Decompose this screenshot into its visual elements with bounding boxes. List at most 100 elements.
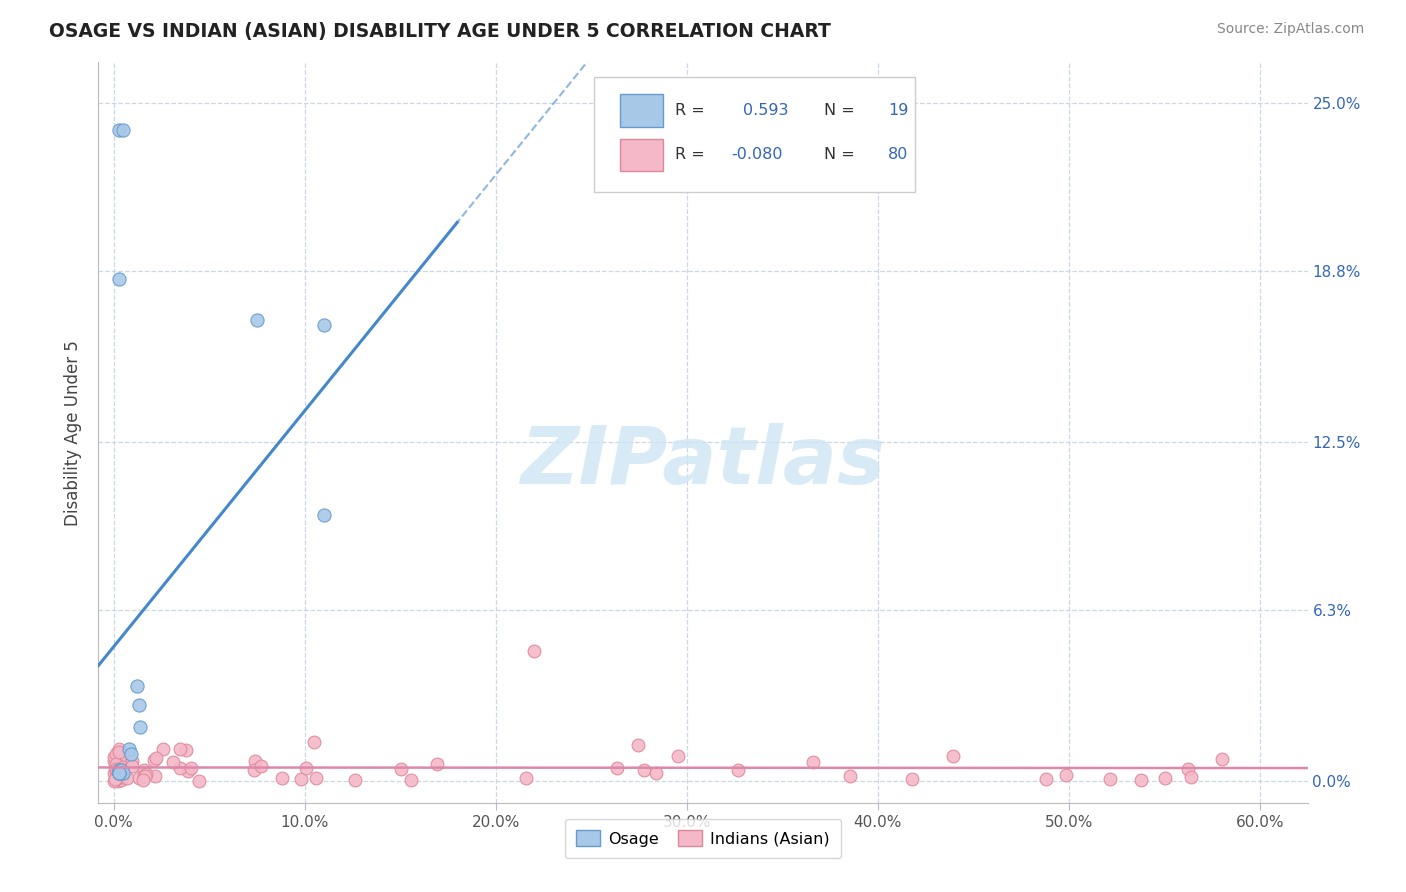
Point (1099, 772, 1122, 786)
Point (169, 761, 191, 775)
Point (112, 123, 135, 137)
Point (626, 738, 648, 752)
Point (111, 770, 134, 784)
FancyBboxPatch shape (620, 138, 664, 171)
Point (110, 766, 132, 780)
Point (104, 762, 127, 776)
Point (389, 762, 412, 776)
Point (162, 756, 184, 770)
Point (108, 766, 131, 780)
Point (108, 766, 131, 780)
Point (108, 123, 131, 137)
Point (107, 760, 129, 774)
Point (110, 764, 132, 778)
Point (108, 766, 131, 780)
Point (152, 741, 174, 756)
Point (901, 772, 924, 786)
Point (104, 756, 127, 771)
Text: ZIPatlas: ZIPatlas (520, 423, 886, 501)
Point (103, 766, 125, 780)
Point (121, 759, 143, 773)
Point (801, 755, 824, 769)
Point (169, 741, 191, 756)
Point (1211, 752, 1233, 766)
Point (107, 770, 129, 784)
Point (132, 763, 155, 777)
Point (1035, 772, 1057, 786)
Point (108, 764, 131, 778)
Point (343, 773, 366, 788)
Point (108, 272, 131, 286)
Point (108, 760, 131, 774)
Point (128, 698, 150, 713)
Point (666, 748, 689, 763)
Point (120, 747, 142, 761)
Point (105, 747, 128, 761)
Point (245, 754, 267, 768)
Point (515, 771, 537, 785)
Text: 19: 19 (889, 103, 908, 118)
Point (108, 741, 131, 756)
Point (295, 761, 318, 775)
Point (111, 760, 134, 774)
Legend: Osage, Indians (Asian): Osage, Indians (Asian) (565, 819, 841, 858)
Point (129, 720, 152, 734)
Y-axis label: Disability Age Under 5: Disability Age Under 5 (65, 340, 83, 525)
Text: N =: N = (824, 147, 855, 162)
Point (145, 751, 167, 765)
Point (111, 763, 134, 777)
Point (304, 771, 326, 785)
Point (103, 750, 125, 764)
Text: R =: R = (675, 147, 704, 162)
Point (107, 768, 129, 782)
Text: 80: 80 (889, 147, 908, 162)
Point (132, 769, 155, 783)
Point (1130, 773, 1153, 788)
Point (942, 749, 965, 764)
Point (187, 773, 209, 788)
Point (1177, 762, 1199, 776)
Point (103, 774, 125, 789)
Point (105, 769, 128, 783)
Text: -0.080: -0.080 (731, 147, 782, 162)
Text: 0.593: 0.593 (742, 103, 789, 118)
Point (243, 763, 266, 777)
Point (290, 772, 312, 787)
Text: OSAGE VS INDIAN (ASIAN) DISABILITY AGE UNDER 5 CORRELATION CHART: OSAGE VS INDIAN (ASIAN) DISABILITY AGE U… (49, 22, 831, 41)
Point (644, 765, 666, 780)
Point (112, 755, 135, 769)
FancyBboxPatch shape (595, 78, 915, 192)
Point (1153, 771, 1175, 785)
Point (250, 759, 273, 773)
Point (304, 735, 326, 749)
Point (727, 763, 749, 777)
Point (399, 772, 422, 787)
Point (426, 756, 449, 771)
Point (180, 761, 202, 775)
Text: R =: R = (675, 103, 704, 118)
Point (1054, 768, 1077, 782)
Point (110, 766, 132, 780)
Point (104, 772, 127, 786)
Point (135, 767, 157, 781)
Point (176, 742, 198, 756)
Point (132, 772, 155, 787)
Point (108, 764, 131, 779)
Point (177, 764, 200, 779)
Point (110, 757, 132, 772)
Point (121, 754, 143, 768)
Point (107, 763, 129, 777)
Point (143, 753, 166, 767)
Text: Source: ZipAtlas.com: Source: ZipAtlas.com (1216, 22, 1364, 37)
Point (246, 313, 269, 327)
Point (107, 774, 129, 789)
Point (110, 773, 132, 788)
FancyBboxPatch shape (620, 95, 664, 127)
Point (108, 764, 131, 778)
Point (112, 766, 135, 780)
Point (118, 741, 141, 756)
Point (105, 764, 128, 779)
Point (606, 761, 628, 775)
Point (312, 318, 335, 333)
Point (115, 771, 138, 785)
